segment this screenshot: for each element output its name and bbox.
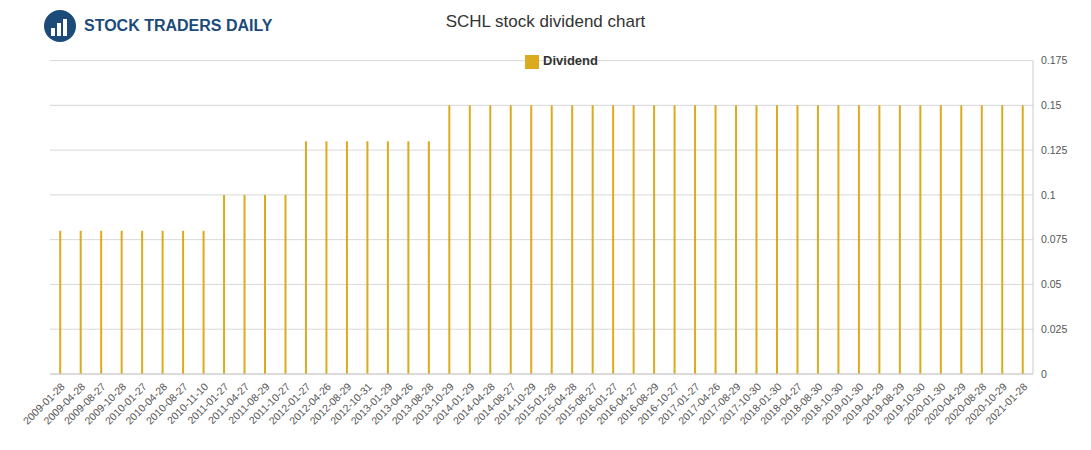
svg-text:2009-10-28: 2009-10-28	[81, 380, 129, 427]
svg-text:2014-04-28: 2014-04-28	[450, 380, 497, 427]
html-text:SCHL stock dividend chart: SCHL stock dividend chart	[445, 12, 646, 31]
svg-text:2010-08-27: 2010-08-27	[143, 380, 190, 427]
svg-text:2011-01-27: 2011-01-27	[184, 380, 231, 427]
svg-text:2012-01-27: 2012-01-27	[266, 380, 313, 427]
svg-text:2019-10-30: 2019-10-30	[880, 380, 928, 427]
svg-text:2009-01-28: 2009-01-28	[20, 380, 67, 427]
svg-text:2015-08-27: 2015-08-27	[552, 380, 600, 427]
svg-text:2016-04-27: 2016-04-27	[593, 380, 641, 427]
html-text:STOCK TRADERS DAILY: STOCK TRADERS DAILY	[84, 17, 273, 34]
svg-text:0.05: 0.05	[1041, 278, 1062, 290]
html-text:Dividend: Dividend	[543, 53, 598, 68]
svg-text:2010-04-28: 2010-04-28	[122, 380, 170, 427]
svg-text:2011-10-27: 2011-10-27	[246, 380, 293, 427]
svg-text:2019-08-29: 2019-08-29	[860, 380, 907, 427]
svg-text:2020-01-30: 2020-01-30	[901, 380, 948, 427]
svg-text:2011-08-29: 2011-08-29	[225, 380, 272, 427]
svg-text:2016-10-27: 2016-10-27	[634, 380, 682, 427]
svg-text:2015-01-28: 2015-01-28	[512, 380, 559, 427]
svg-text:2020-08-28: 2020-08-28	[942, 380, 989, 427]
svg-text:2016-01-27: 2016-01-27	[573, 380, 620, 427]
svg-text:2013-10-29: 2013-10-29	[409, 380, 456, 427]
svg-text:2013-08-28: 2013-08-28	[389, 380, 436, 427]
svg-text:2012-10-31: 2012-10-31	[327, 380, 375, 427]
svg-text:0.15: 0.15	[1041, 99, 1062, 111]
svg-text:2020-10-29: 2020-10-29	[962, 380, 1009, 427]
svg-text:2016-08-29: 2016-08-29	[614, 380, 661, 427]
svg-text:2009-08-27: 2009-08-27	[61, 380, 108, 427]
svg-text:2019-04-29: 2019-04-29	[839, 380, 887, 427]
svg-text:2015-04-28: 2015-04-28	[532, 380, 579, 427]
svg-text:0.075: 0.075	[1041, 233, 1067, 245]
svg-text:2018-08-30: 2018-08-30	[778, 380, 825, 427]
svg-text:2013-01-29: 2013-01-29	[348, 380, 395, 427]
svg-text:2019-01-30: 2019-01-30	[819, 380, 866, 427]
svg-text:2014-01-29: 2014-01-29	[430, 380, 477, 427]
svg-text:2010-11-10: 2010-11-10	[164, 380, 211, 427]
svg-text:2020-04-29: 2020-04-29	[921, 380, 968, 427]
svg-text:0: 0	[1041, 368, 1047, 380]
svg-text:2009-04-28: 2009-04-28	[40, 380, 88, 427]
svg-text:2018-04-27: 2018-04-27	[757, 380, 805, 427]
svg-text:2017-01-27: 2017-01-27	[655, 380, 702, 427]
svg-text:2011-04-27: 2011-04-27	[205, 380, 252, 427]
svg-text:2014-10-29: 2014-10-29	[491, 380, 538, 427]
svg-text:2010-01-27: 2010-01-27	[102, 380, 149, 427]
svg-text:0.025: 0.025	[1041, 323, 1067, 335]
svg-text:2017-08-29: 2017-08-29	[696, 380, 743, 427]
svg-text:2014-08-27: 2014-08-27	[471, 380, 518, 427]
svg-text:2018-10-30: 2018-10-30	[798, 380, 846, 427]
svg-text:2012-04-26: 2012-04-26	[286, 380, 334, 427]
svg-text:2021-01-28: 2021-01-28	[983, 380, 1030, 427]
svg-text:0.125: 0.125	[1041, 144, 1067, 156]
svg-text:0.1: 0.1	[1041, 189, 1056, 201]
svg-text:2018-01-30: 2018-01-30	[737, 380, 784, 427]
svg-text:2012-08-29: 2012-08-29	[307, 380, 354, 427]
svg-text:2013-04-26: 2013-04-26	[368, 380, 416, 427]
svg-text:2017-04-26: 2017-04-26	[675, 380, 723, 427]
svg-text:0.175: 0.175	[1041, 54, 1067, 66]
svg-text:2017-10-30: 2017-10-30	[716, 380, 764, 427]
